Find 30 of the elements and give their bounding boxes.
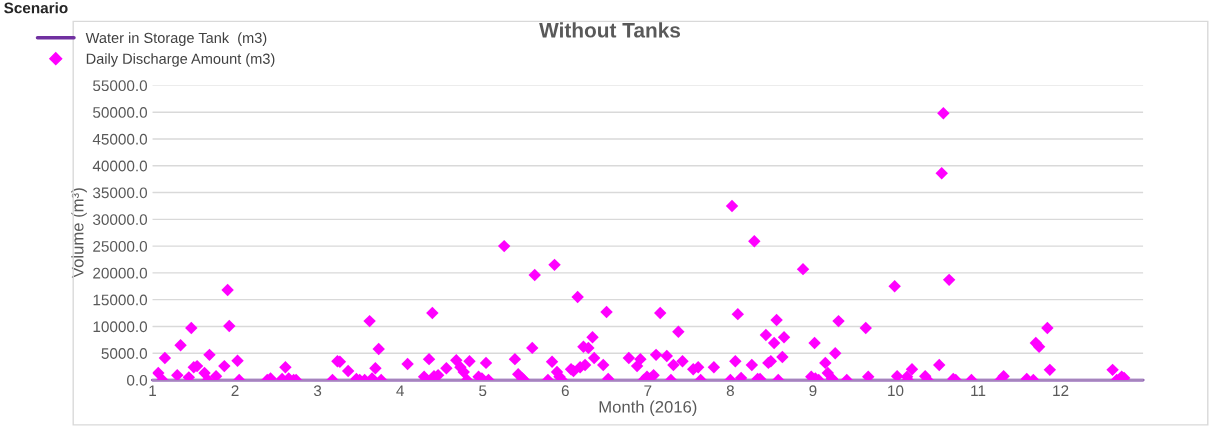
x-tick-label: 6: [561, 385, 569, 397]
y-axis-title: Volume (m³): [71, 188, 87, 279]
x-tick-label: 9: [809, 385, 817, 397]
y-tick-label: 25000.0: [93, 240, 148, 252]
y-tick-label: 35000.0: [93, 187, 148, 199]
y-tick-label: 15000.0: [93, 294, 148, 306]
y-tick-label: 20000.0: [93, 267, 148, 279]
x-tick-label: 3: [313, 385, 322, 397]
y-tick-label: 10000.0: [93, 321, 148, 333]
y-tick-label: 55000.0: [93, 80, 148, 92]
x-axis-title: Month (2016): [599, 400, 697, 417]
x-tick-label: 5: [479, 385, 487, 397]
y-tick-label: 5000.0: [101, 348, 148, 359]
y-tick-label: 30000.0: [93, 214, 148, 226]
x-tick-label: 1: [149, 385, 156, 396]
y-tick-label: 40000.0: [92, 160, 148, 172]
x-tick-label: 2: [231, 385, 239, 396]
x-tick-label: 4: [396, 385, 404, 396]
y-tick-label: 50000.0: [93, 107, 148, 118]
text: Scenario: [4, 2, 68, 14]
y-tick-label: 0.0: [127, 374, 148, 386]
x-tick-label: 11: [971, 385, 986, 396]
legend-label: Water in Storage Tank (m3): [85, 32, 267, 46]
x-tick-label: 10: [888, 385, 904, 397]
x-tick-label: 12: [1053, 385, 1069, 396]
x-tick-label: 8: [726, 385, 734, 397]
chart-title: Without Tanks: [539, 22, 681, 38]
y-tick-label: 45000.0: [92, 133, 148, 145]
legend-label: Daily Discharge Amount (m3): [86, 53, 275, 67]
x-tick-label: 7: [644, 385, 652, 396]
